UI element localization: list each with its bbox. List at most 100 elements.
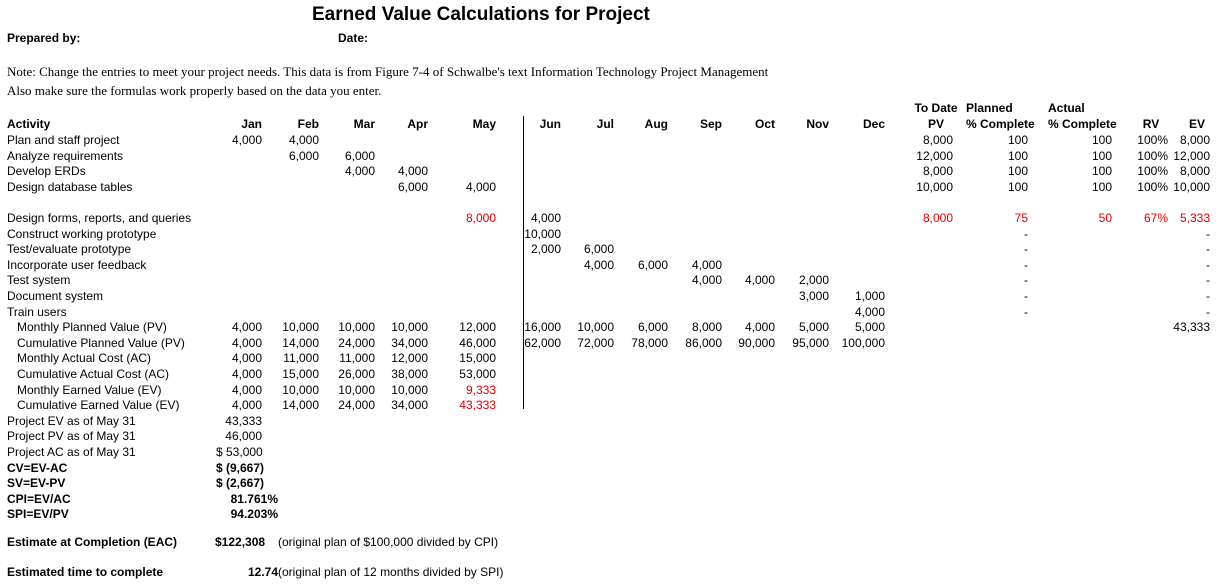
cell-apr: 38,000 xyxy=(391,367,428,381)
row-label: Cumulative Earned Value (EV) xyxy=(17,398,180,413)
row-label: Monthly Planned Value (PV) xyxy=(17,320,167,335)
planned-complete-cell: 75 xyxy=(1014,211,1028,225)
cell-may: 15,000 xyxy=(459,351,496,366)
row-label: Develop ERDs xyxy=(7,164,86,179)
cell-sep: 8,000 xyxy=(691,320,722,335)
actual-header: % Complete xyxy=(1048,117,1117,131)
ev-cell: - xyxy=(1206,289,1210,303)
ev-cell: - xyxy=(1206,257,1210,272)
cell-nov: 2,000 xyxy=(798,273,829,288)
cell-apr: 4,000 xyxy=(397,164,428,179)
cell-jul: 10,000 xyxy=(577,320,614,335)
cell-aug: 78,000 xyxy=(631,335,668,350)
cell-jul: 4,000 xyxy=(583,257,614,272)
row-label: Design forms, reports, and queries xyxy=(7,211,192,225)
ev-cell: 12,000 xyxy=(1173,148,1210,163)
total-value: $ (9,667) xyxy=(216,460,265,475)
rv-cell: 100% xyxy=(1137,148,1168,163)
pv-to-date-cell: 10,000 xyxy=(916,179,953,194)
actual-complete-cell: 50 xyxy=(1098,211,1112,225)
total-label: CPI=EV/AC xyxy=(7,491,71,506)
planned-complete-cell: - xyxy=(1024,273,1028,288)
planned-complete-cell: 100 xyxy=(1007,148,1028,163)
total-label: SV=EV-PV xyxy=(7,476,66,491)
etc-label: Estimated time to complete xyxy=(7,565,164,579)
month-header-may: May xyxy=(472,117,496,131)
row-label: Monthly Actual Cost (AC) xyxy=(17,351,152,366)
ev-cell: - xyxy=(1206,304,1210,319)
cell-aug: 6,000 xyxy=(637,257,668,272)
rv-cell: 100% xyxy=(1137,133,1168,147)
rv-cell: 100% xyxy=(1137,164,1168,179)
planned-complete-cell: - xyxy=(1024,242,1028,257)
pv-header-top: To Date xyxy=(914,101,958,115)
cell-feb: 11,000 xyxy=(283,351,319,366)
total-value: 46,000 xyxy=(225,429,262,444)
ev-cell: 8,000 xyxy=(1179,164,1210,179)
cell-aug: 6,000 xyxy=(637,320,668,335)
cell-jun: 2,000 xyxy=(530,242,561,257)
total-label: CV=EV-AC xyxy=(7,460,68,475)
row-label: Cumulative Actual Cost (AC) xyxy=(17,367,170,381)
actual-complete-cell: 100 xyxy=(1091,164,1112,179)
month-header-sep: Sep xyxy=(699,117,722,131)
row-label: Cumulative Planned Value (PV) xyxy=(17,335,185,350)
cell-feb: 10,000 xyxy=(282,320,319,335)
cell-mar: 24,000 xyxy=(338,398,375,413)
cell-jan: 4,000 xyxy=(231,320,262,335)
cell-dec: 5,000 xyxy=(854,320,885,335)
cell-jan: 4,000 xyxy=(231,351,262,366)
cell-oct: 4,000 xyxy=(744,320,775,335)
cell-jun: 16,000 xyxy=(524,320,561,335)
ev-cell: - xyxy=(1206,242,1210,257)
pv-to-date-cell: 8,000 xyxy=(922,211,953,225)
total-value: 94.203% xyxy=(230,507,278,522)
cell-jul: 6,000 xyxy=(583,242,614,257)
cell-sep: 4,000 xyxy=(691,257,722,272)
cell-dec: 100,000 xyxy=(841,335,885,350)
cell-apr: 6,000 xyxy=(397,179,428,194)
month-header-dec: Dec xyxy=(862,117,885,131)
cell-oct: 4,000 xyxy=(744,273,775,288)
etc-value: 12.74 xyxy=(248,565,279,579)
total-value: 81.761% xyxy=(230,491,278,506)
month-header-jul: Jul xyxy=(596,117,614,131)
eac-note: (original plan of $100,000 divided by CP… xyxy=(278,535,499,549)
pv-to-date-cell: 12,000 xyxy=(916,148,953,163)
cell-mar: 10,000 xyxy=(338,320,375,335)
date-label: Date: xyxy=(338,31,369,45)
cell-jan: 4,000 xyxy=(231,367,262,381)
row-label: Construct working prototype xyxy=(7,226,157,241)
month-header-nov: Nov xyxy=(806,117,829,131)
cell-feb: 10,000 xyxy=(282,382,319,397)
month-header-jun: Jun xyxy=(539,117,561,131)
cell-mar: 26,000 xyxy=(338,367,375,381)
month-header-jan: Jan xyxy=(241,117,262,131)
cell-feb: 6,000 xyxy=(288,148,319,163)
actual-complete-cell: 100 xyxy=(1091,179,1112,194)
row-label: Test system xyxy=(7,273,71,288)
planned-complete-cell: - xyxy=(1024,304,1028,319)
planned-header-top: Planned xyxy=(966,101,1013,115)
prepared-by-label: Prepared by: xyxy=(7,31,81,45)
note-line-2: Also make sure the formulas work properl… xyxy=(7,83,382,98)
row-label: Plan and staff project xyxy=(7,133,120,147)
row-label: Train users xyxy=(7,304,67,319)
cell-may: 53,000 xyxy=(459,367,496,381)
ev-cell: 43,333 xyxy=(1173,320,1210,335)
ev-cell: - xyxy=(1206,273,1210,288)
row-label: Design database tables xyxy=(7,179,133,194)
cell-apr: 34,000 xyxy=(391,398,428,413)
cell-may: 12,000 xyxy=(459,320,496,335)
pv-to-date-cell: 8,000 xyxy=(922,133,953,147)
cell-nov: 3,000 xyxy=(798,289,829,303)
cell-jan: 4,000 xyxy=(231,398,262,413)
ev-cell: - xyxy=(1206,226,1210,241)
pv-to-date-cell: 8,000 xyxy=(922,164,953,179)
total-value: $ (2,667) xyxy=(216,476,265,491)
cell-sep: 4,000 xyxy=(691,273,722,288)
planned-complete-cell: - xyxy=(1024,257,1028,272)
cell-feb: 14,000 xyxy=(282,398,319,413)
cell-jul: 72,000 xyxy=(577,335,614,350)
cell-dec: 1,000 xyxy=(854,289,885,303)
